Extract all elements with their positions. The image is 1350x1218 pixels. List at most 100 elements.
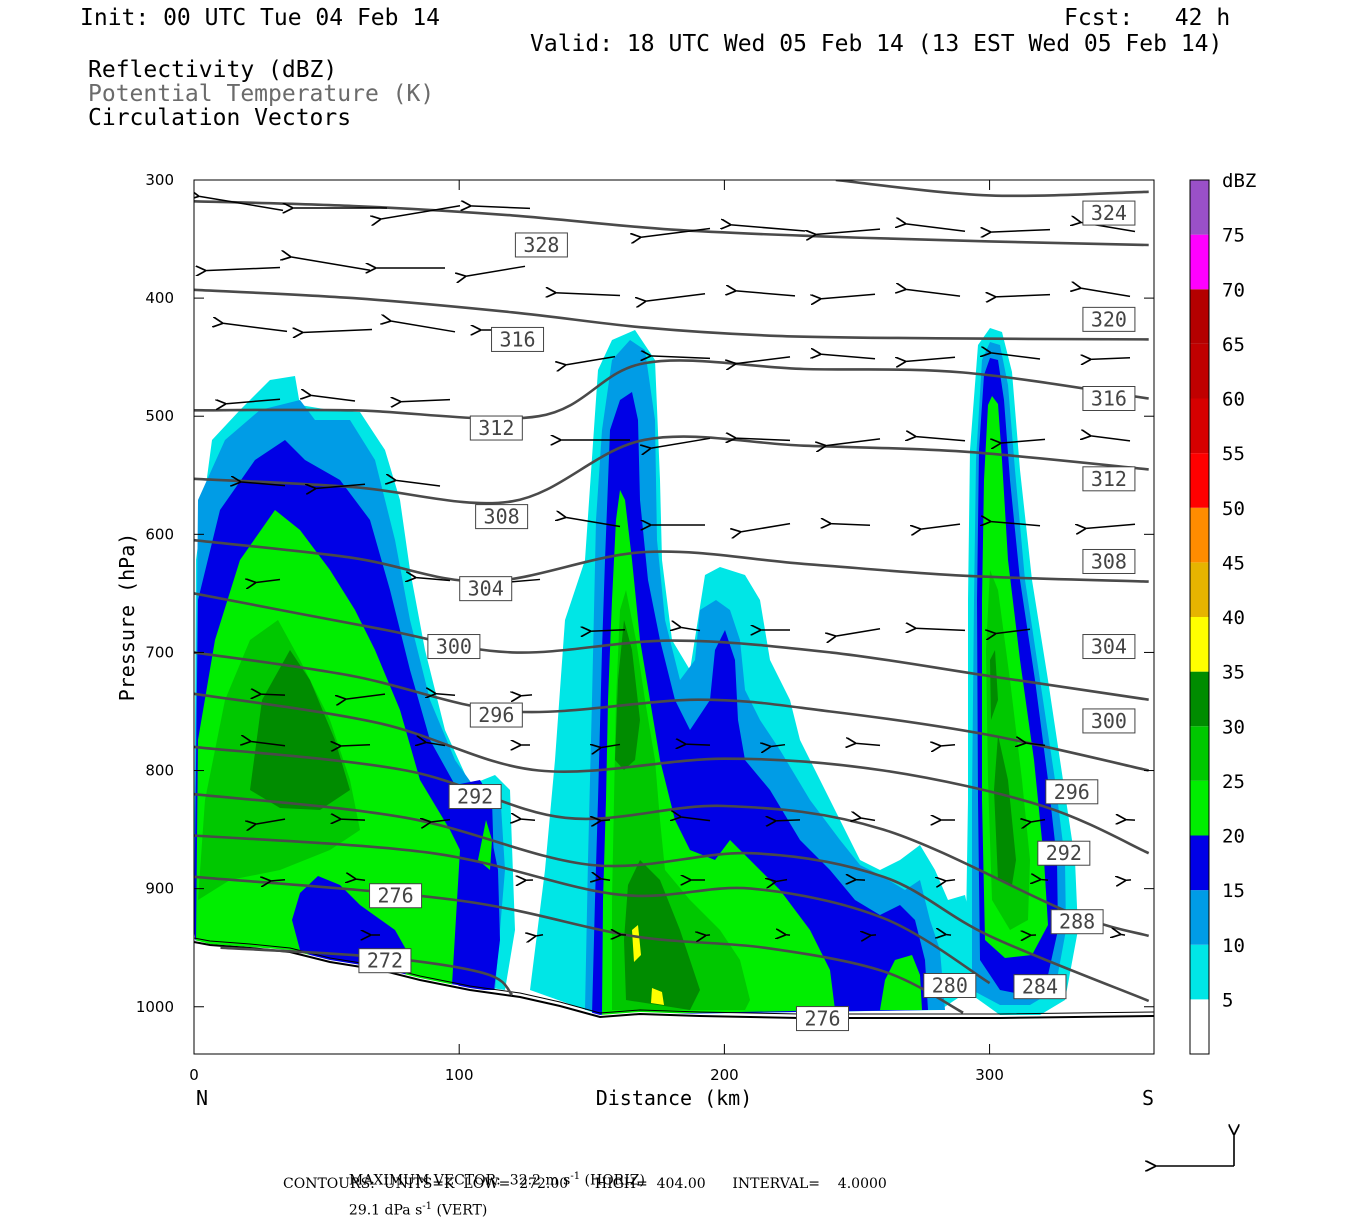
circulation-vector [830,524,870,526]
colorbar-level-label: 75 [1222,225,1245,247]
colorbar-swatch-30 [1190,672,1209,727]
circulation-vector [855,743,880,745]
colorbar-swatch-20 [1190,781,1209,836]
svg-text:284: 284 [1022,975,1058,999]
svg-text:324: 324 [1091,201,1127,225]
circulation-vector [205,267,280,270]
contour-label-304: 304 [460,577,512,601]
contour-label-328: 328 [515,233,567,257]
circulation-vector [870,935,876,936]
circulation-vector [705,935,710,936]
circulation-vector [685,744,710,745]
circulation-vector [1090,358,1130,360]
svg-text:280: 280 [932,973,968,997]
circulation-vector [905,289,960,296]
contour-label-300: 300 [1083,709,1135,733]
contour-label-308: 308 [1083,549,1135,573]
circulation-vector [1080,288,1130,296]
x-axis-north-label: N [196,1086,208,1110]
colorbar-level-label: 45 [1222,552,1245,574]
y-tick-label: 700 [145,643,174,661]
colorbar-swatch-5 [1190,945,1209,1000]
circulation-vector [400,400,450,402]
circulation-vector [395,480,440,486]
colorbar-swatch-45 [1190,508,1209,563]
colorbar-level-label: 5 [1222,989,1233,1011]
circulation-vector [825,439,880,446]
circulation-vector [302,330,372,333]
x-axis-south-label: S [1142,1086,1154,1110]
circulation-vector [310,395,355,401]
colorbar-swatch-55 [1190,399,1209,454]
circulation-vector [600,820,610,821]
circulation-vector [945,934,951,935]
circulation-vector [820,354,875,359]
circulation-vector [940,745,955,746]
contour-label-320: 320 [1083,307,1135,331]
colorbar-level-label: 70 [1222,279,1245,301]
circulation-vector [990,230,1050,233]
svg-text:292: 292 [1046,841,1082,865]
colorbar-level-label: 65 [1222,334,1245,356]
circulation-vector [260,694,285,695]
contour-label-300: 300 [428,635,480,659]
circulation-vector [820,294,875,299]
svg-text:296: 296 [1054,780,1090,804]
contour-label-288: 288 [1051,910,1103,934]
contour-label-276: 276 [797,1007,849,1031]
colorbar-swatch-15 [1190,836,1209,891]
circulation-vector [1040,879,1048,880]
svg-text:320: 320 [1091,307,1127,331]
svg-text:312: 312 [1091,467,1127,491]
colorbar-level-label: 10 [1222,935,1245,957]
circulation-vector [340,819,365,820]
colorbar-title: dBZ [1222,170,1256,192]
colorbar-level-label: 20 [1222,826,1245,848]
circulation-vector [520,819,535,820]
contour-label-296: 296 [470,703,522,727]
circulation-vector [650,356,710,359]
circulation-vector [740,524,790,532]
circulation-vector [730,225,805,231]
circulation-vector [775,820,800,821]
contour-label-284: 284 [1014,975,1066,999]
circulation-vector [905,224,965,232]
circulation-vector [435,694,455,696]
svg-text:312: 312 [478,416,514,440]
circulation-vector [905,357,955,361]
y-tick-label: 300 [145,171,174,189]
contour-label-316: 316 [492,327,544,351]
contour-label-316: 316 [1083,387,1135,411]
colorbar-level-label: 40 [1222,607,1245,629]
colorbar-level-label: 55 [1222,443,1245,465]
circulation-vector [470,206,530,209]
circulation-vector [915,437,965,441]
contour-label-280: 280 [924,973,976,997]
circulation-vector [920,524,960,529]
x-tick-label: 0 [189,1066,199,1084]
contour-label-292: 292 [1038,841,1090,865]
colorbar-level-label: 50 [1222,498,1245,520]
circulation-vector [645,294,705,302]
circulation-vector [860,818,875,821]
svg-text:296: 296 [478,703,514,727]
colorbar-swatch-10 [1190,890,1209,945]
svg-text:304: 304 [1091,635,1127,659]
circulation-vector [995,295,1050,297]
circulation-vector [815,229,880,234]
circulation-vector [1085,524,1135,528]
y-tick-label: 500 [145,407,174,425]
colorbar-swatch-60 [1190,344,1209,399]
svg-text:316: 316 [499,327,535,351]
reference-vector [1155,1134,1234,1166]
x-tick-label: 200 [710,1066,739,1084]
svg-text:304: 304 [468,577,504,601]
contour-label-312: 312 [1083,467,1135,491]
x-tick-label: 300 [975,1066,1004,1084]
theta-contour-324 [836,180,1149,196]
svg-text:272: 272 [367,949,403,973]
colorbar-level-label: 15 [1222,880,1245,902]
svg-text:276: 276 [804,1007,840,1031]
svg-text:276: 276 [377,884,413,908]
contour-label-272: 272 [359,949,411,973]
